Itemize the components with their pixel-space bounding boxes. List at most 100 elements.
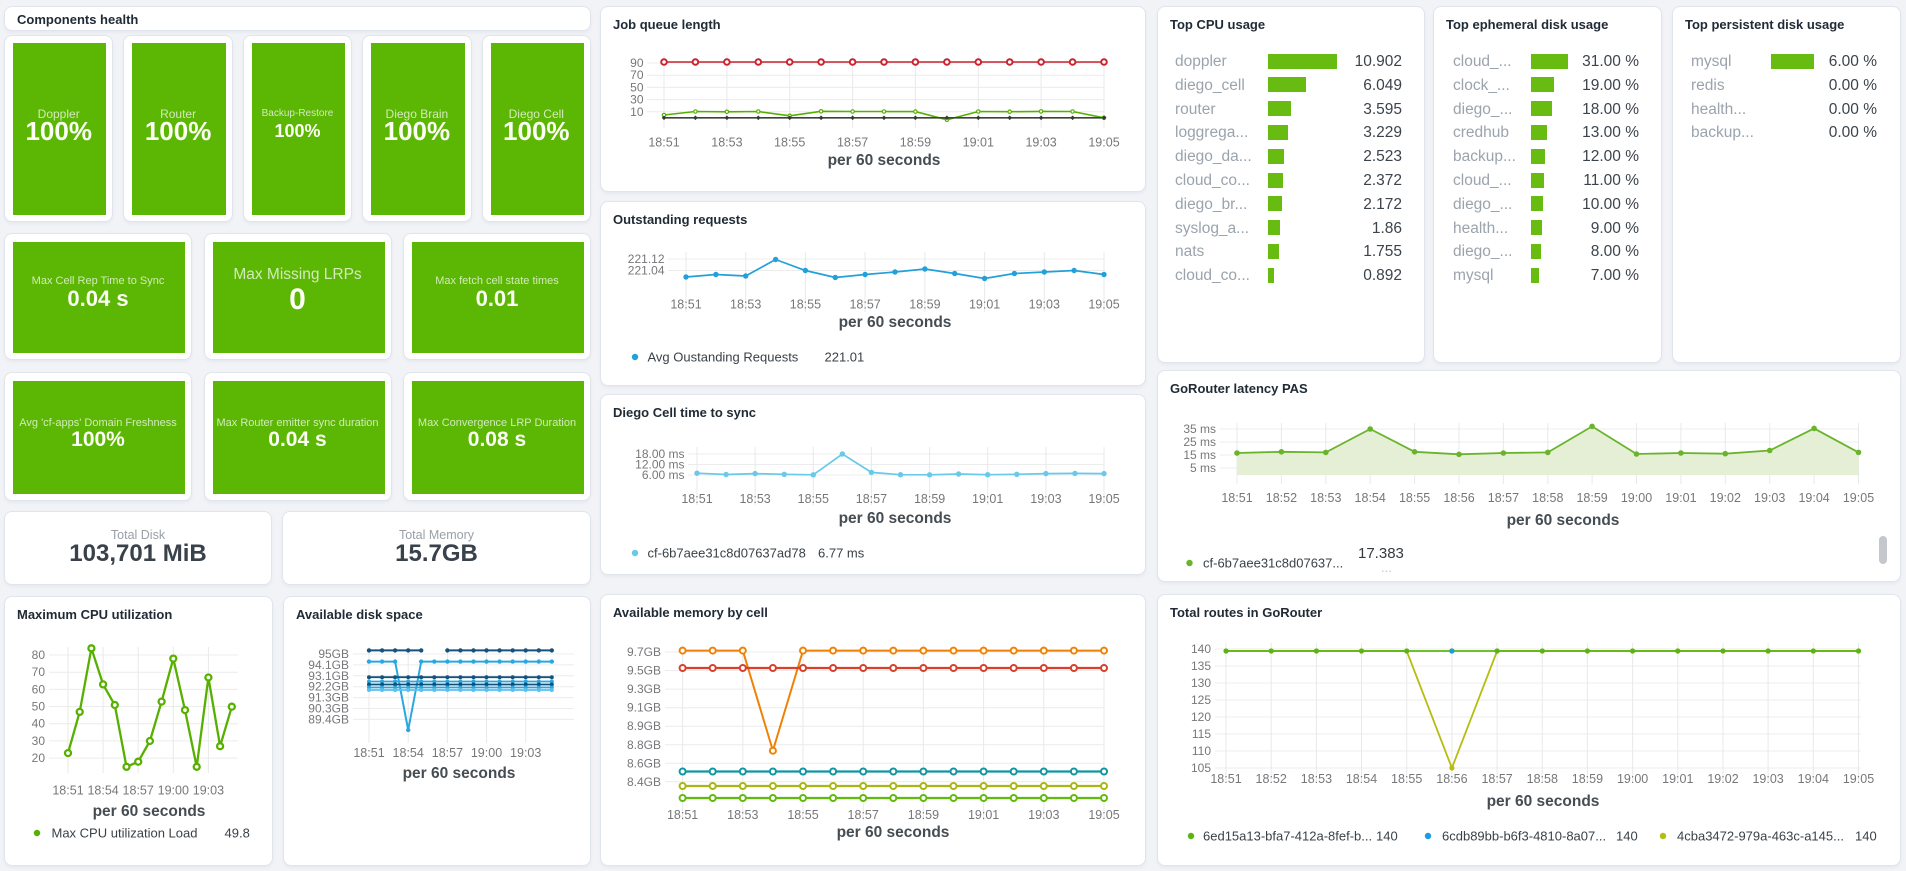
svg-text:18:57: 18:57 <box>849 298 880 312</box>
svg-text:92.2GB: 92.2GB <box>308 680 349 694</box>
svg-text:30: 30 <box>32 734 46 748</box>
svg-text:19:03: 19:03 <box>1025 136 1056 150</box>
svg-text:18:51: 18:51 <box>648 136 679 150</box>
svg-text:140: 140 <box>1376 829 1398 844</box>
svg-text:Avg Oustanding Requests: Avg Oustanding Requests <box>648 350 799 365</box>
svg-text:90: 90 <box>630 56 644 70</box>
svg-text:6.00 ms: 6.00 ms <box>642 468 685 482</box>
svg-text:19:03: 19:03 <box>1028 808 1059 822</box>
svg-text:19:02: 19:02 <box>1707 772 1738 786</box>
svg-text:18:57: 18:57 <box>123 783 154 797</box>
svg-text:18:53: 18:53 <box>1301 772 1332 786</box>
svg-text:per 60 seconds: per 60 seconds <box>828 152 941 169</box>
svg-text:per 60 seconds: per 60 seconds <box>403 765 516 782</box>
svg-text:18:55: 18:55 <box>798 492 829 506</box>
svg-text:9.3GB: 9.3GB <box>627 682 661 696</box>
svg-text:18:55: 18:55 <box>1391 772 1422 786</box>
svg-text:per 60 seconds: per 60 seconds <box>1507 512 1620 529</box>
svg-text:6ed15a13-bfa7-412a-8fef-b...: 6ed15a13-bfa7-412a-8fef-b... <box>1203 829 1372 844</box>
svg-text:19:05: 19:05 <box>1088 808 1119 822</box>
svg-text:40: 40 <box>32 717 46 731</box>
svg-text:18:59: 18:59 <box>914 492 945 506</box>
svg-text:19:01: 19:01 <box>968 808 999 822</box>
svg-text:19:00: 19:00 <box>1621 491 1652 505</box>
svg-text:70: 70 <box>32 665 46 679</box>
svg-text:140: 140 <box>1191 642 1211 656</box>
svg-text:15 ms: 15 ms <box>1183 448 1216 462</box>
svg-text:18.00 ms: 18.00 ms <box>635 447 684 461</box>
svg-text:110: 110 <box>1192 744 1211 758</box>
svg-text:18:54: 18:54 <box>393 746 424 760</box>
svg-text:18:57: 18:57 <box>1488 491 1519 505</box>
svg-text:19:04: 19:04 <box>1798 772 1829 786</box>
svg-text:4cba3472-979a-463c-a145...: 4cba3472-979a-463c-a145... <box>1677 829 1844 844</box>
svg-text:8.6GB: 8.6GB <box>627 756 661 770</box>
svg-text:90.3GB: 90.3GB <box>308 702 349 716</box>
svg-text:19:03: 19:03 <box>1752 772 1783 786</box>
svg-text:18:56: 18:56 <box>1443 491 1474 505</box>
svg-text:35 ms: 35 ms <box>1183 422 1216 436</box>
svg-text:18:57: 18:57 <box>848 808 879 822</box>
svg-text:19:05: 19:05 <box>1088 298 1119 312</box>
svg-text:18:57: 18:57 <box>1481 772 1512 786</box>
svg-text:18:55: 18:55 <box>787 808 818 822</box>
svg-text:per 60 seconds: per 60 seconds <box>839 314 952 331</box>
svg-text:19:03: 19:03 <box>1754 491 1785 505</box>
svg-text:5 ms: 5 ms <box>1190 461 1216 475</box>
svg-text:19:00: 19:00 <box>1617 772 1648 786</box>
svg-text:12.00 ms: 12.00 ms <box>635 458 684 472</box>
svg-text:18:51: 18:51 <box>670 298 701 312</box>
svg-text:9.1GB: 9.1GB <box>627 701 661 715</box>
svg-text:9.5GB: 9.5GB <box>627 664 661 678</box>
svg-text:135: 135 <box>1191 659 1211 673</box>
svg-text:per 60 seconds: per 60 seconds <box>93 803 206 820</box>
svg-text:120: 120 <box>1191 710 1211 724</box>
svg-text:18:52: 18:52 <box>1266 491 1297 505</box>
svg-text:18:53: 18:53 <box>730 298 761 312</box>
svg-text:18:53: 18:53 <box>739 492 770 506</box>
svg-text:8.9GB: 8.9GB <box>627 719 661 733</box>
svg-text:19:03: 19:03 <box>1029 298 1060 312</box>
svg-text:25 ms: 25 ms <box>1183 435 1216 449</box>
svg-text:18:54: 18:54 <box>1355 491 1386 505</box>
svg-text:19:05: 19:05 <box>1088 136 1119 150</box>
svg-text:18:55: 18:55 <box>1399 491 1430 505</box>
svg-text:per 60 seconds: per 60 seconds <box>1487 793 1600 810</box>
svg-text:19:01: 19:01 <box>969 298 1000 312</box>
svg-text:18:59: 18:59 <box>1572 772 1603 786</box>
svg-text:18:51: 18:51 <box>1221 491 1252 505</box>
svg-text:18:51: 18:51 <box>667 808 698 822</box>
svg-text:18:51: 18:51 <box>681 492 712 506</box>
svg-text:140: 140 <box>1616 829 1638 844</box>
svg-text:18:57: 18:57 <box>856 492 887 506</box>
svg-text:94.1GB: 94.1GB <box>308 658 349 672</box>
svg-text:Max CPU utilization Load: Max CPU utilization Load <box>52 826 198 841</box>
svg-text:18:57: 18:57 <box>837 136 868 150</box>
svg-text:9.7GB: 9.7GB <box>627 645 661 659</box>
svg-text:18:51: 18:51 <box>353 746 384 760</box>
svg-text:19:01: 19:01 <box>1662 772 1693 786</box>
svg-text:221.01: 221.01 <box>825 350 865 365</box>
svg-text:6.77 ms: 6.77 ms <box>818 546 865 561</box>
svg-text:89.4GB: 89.4GB <box>308 712 349 726</box>
svg-text:18:52: 18:52 <box>1256 772 1287 786</box>
svg-text:70: 70 <box>630 68 644 82</box>
svg-text:18:54: 18:54 <box>87 783 118 797</box>
svg-text:cf-6b7aee31c8d07637...: cf-6b7aee31c8d07637... <box>1203 556 1343 571</box>
svg-text:30: 30 <box>630 93 644 107</box>
svg-text:17.383: 17.383 <box>1358 545 1404 562</box>
svg-text:19:01: 19:01 <box>972 492 1003 506</box>
svg-text:19:03: 19:03 <box>1030 492 1061 506</box>
svg-text:140: 140 <box>1855 829 1877 844</box>
svg-text:18:56: 18:56 <box>1436 772 1467 786</box>
svg-text:per 60 seconds: per 60 seconds <box>839 510 952 527</box>
svg-text:cf-6b7aee31c8d07637ad78: cf-6b7aee31c8d07637ad78 <box>648 546 806 561</box>
svg-text:125: 125 <box>1191 693 1211 707</box>
svg-text:18:54: 18:54 <box>1346 772 1377 786</box>
svg-text:19:02: 19:02 <box>1710 491 1741 505</box>
svg-text:18:59: 18:59 <box>900 136 931 150</box>
svg-text:18:55: 18:55 <box>790 298 821 312</box>
svg-text:per 60 seconds: per 60 seconds <box>837 824 950 841</box>
svg-text:18:55: 18:55 <box>774 136 805 150</box>
svg-text:19:00: 19:00 <box>471 746 502 760</box>
